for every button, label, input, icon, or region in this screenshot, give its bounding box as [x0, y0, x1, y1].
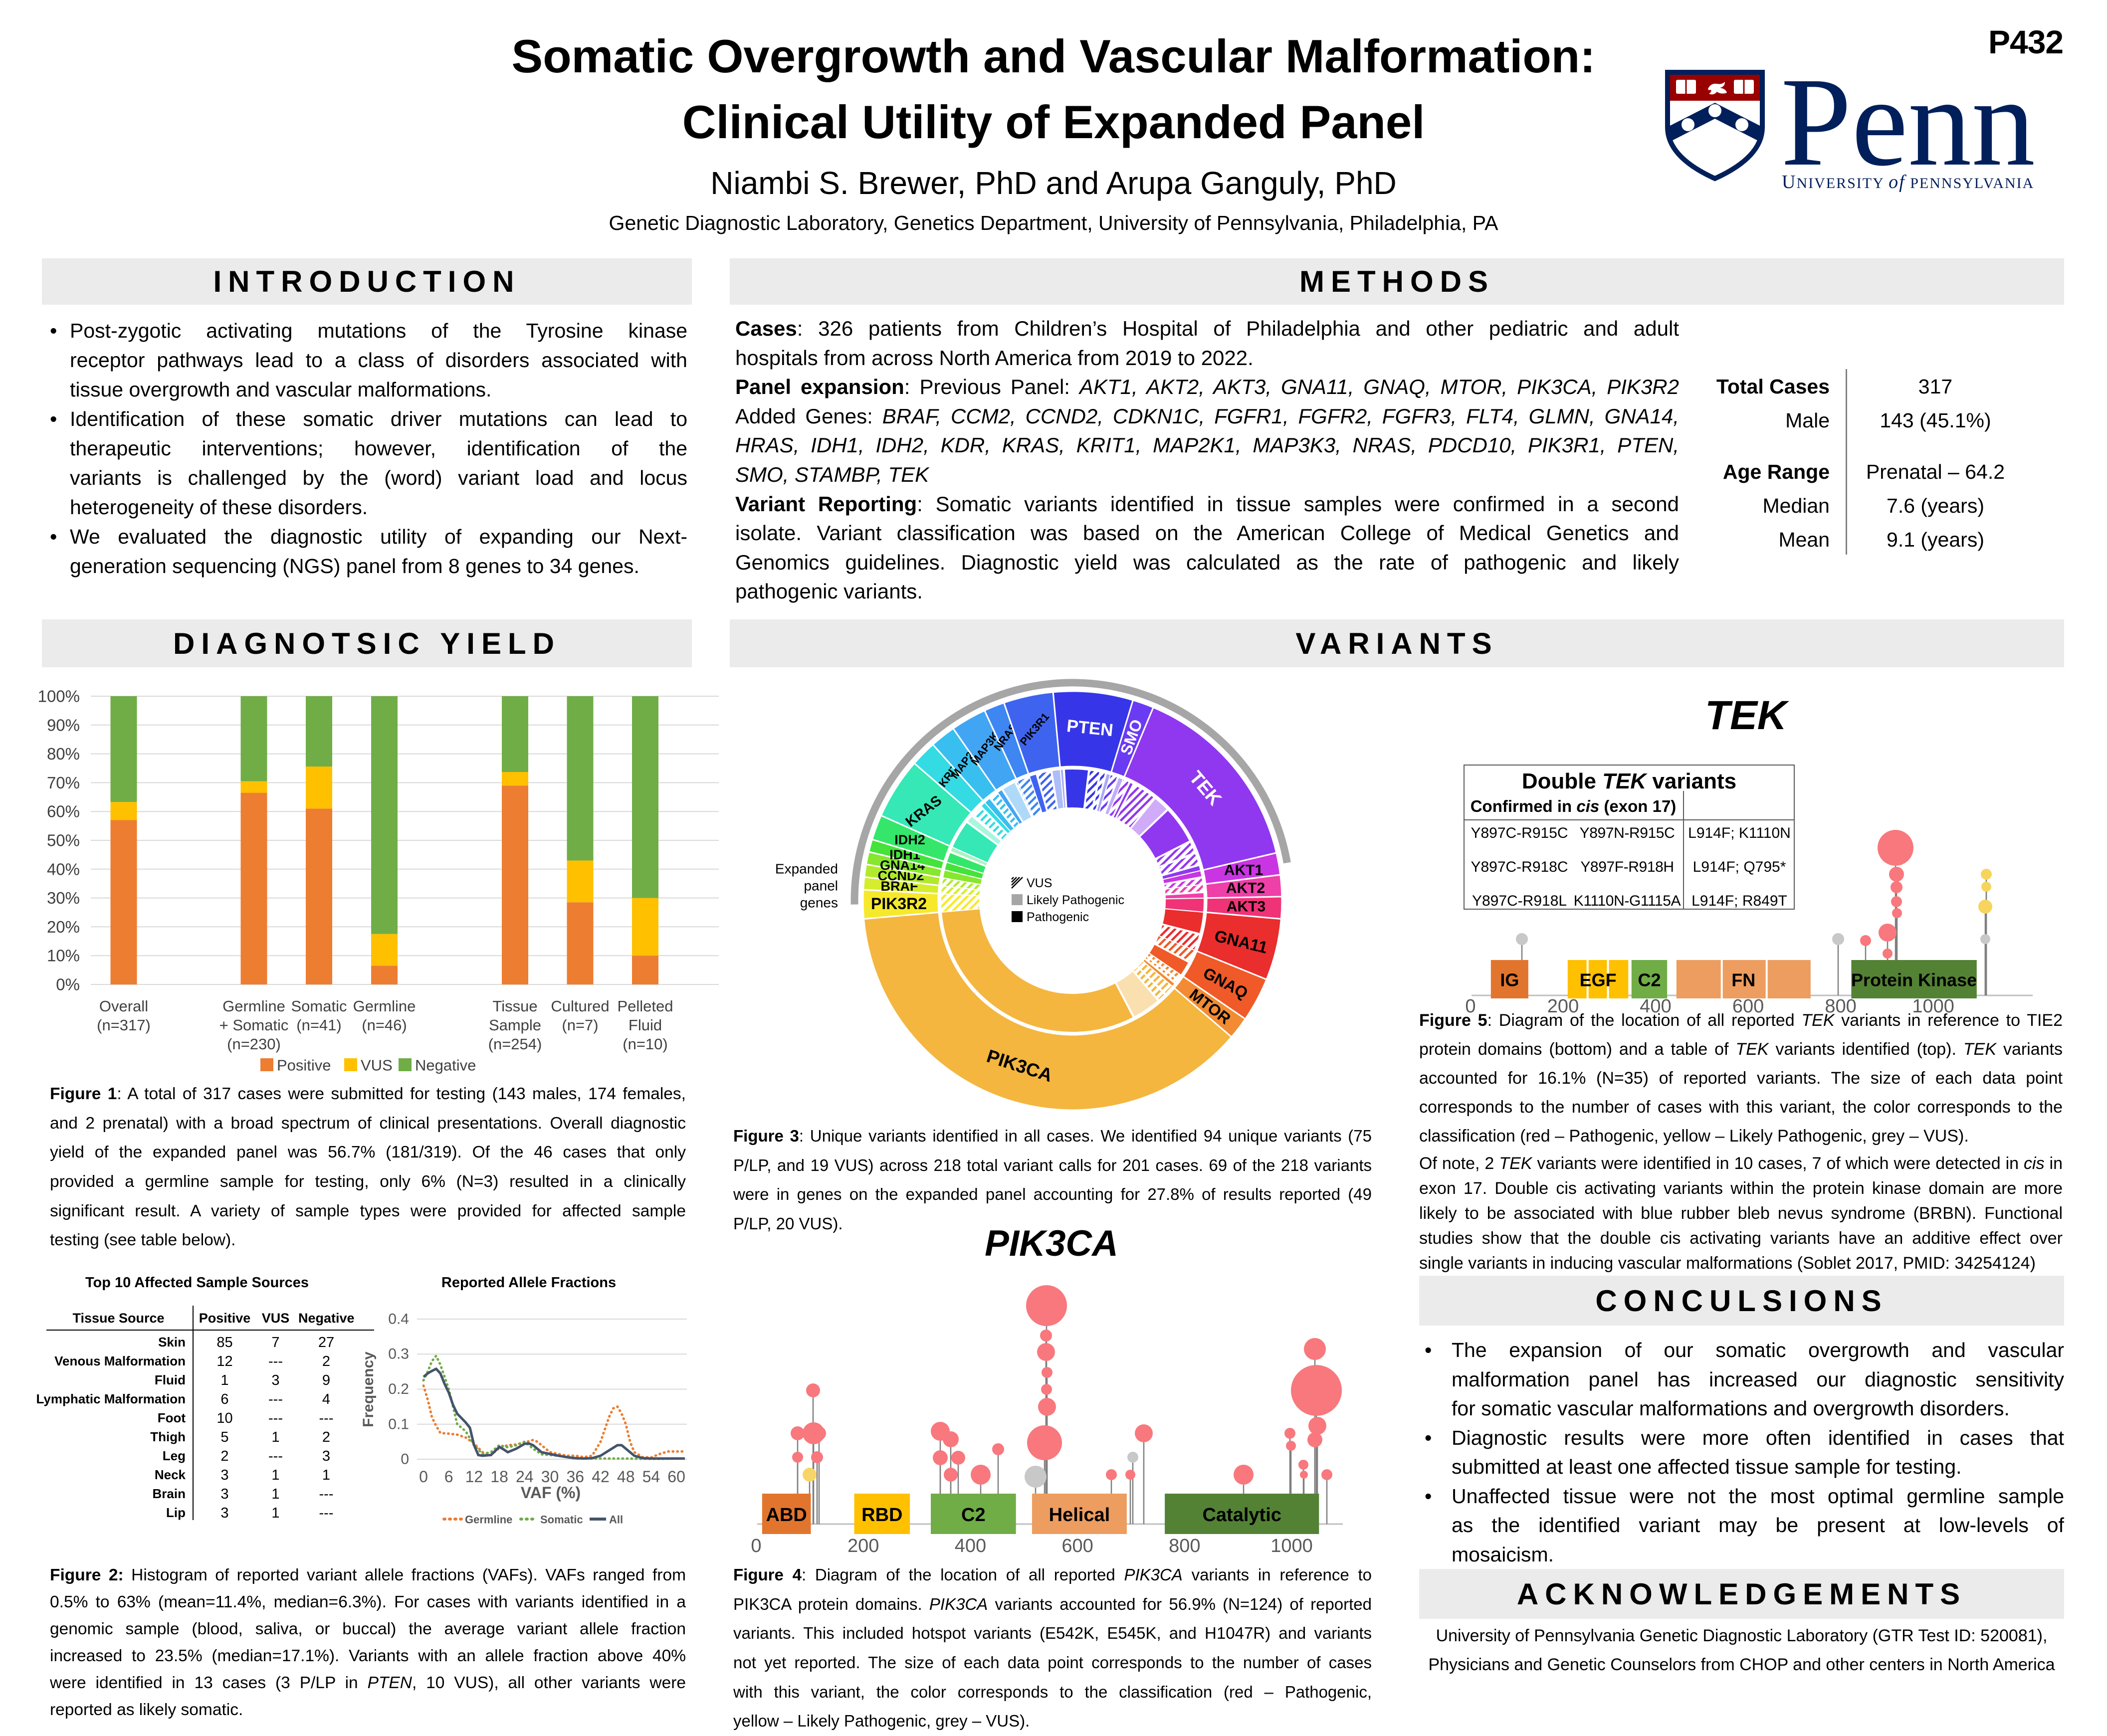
svg-text:EGF: EGF	[1580, 970, 1617, 990]
svg-text:Pelleted: Pelleted	[617, 997, 673, 1015]
svg-text:panel: panel	[804, 878, 838, 894]
svg-text:AKT1: AKT1	[1224, 862, 1263, 879]
svg-text:54: 54	[642, 1468, 660, 1486]
svg-text:Helical: Helical	[1049, 1505, 1110, 1526]
svg-text:Tissue: Tissue	[492, 997, 537, 1015]
svg-text:(n=46): (n=46)	[362, 1016, 407, 1034]
svg-text:Sample: Sample	[489, 1016, 541, 1034]
svg-text:Somatic: Somatic	[540, 1514, 583, 1526]
svg-text:70%: 70%	[47, 773, 80, 792]
svg-text:100%: 100%	[38, 687, 80, 706]
svg-text:Penn: Penn	[1781, 70, 2035, 193]
svg-text:Negative: Negative	[415, 1057, 476, 1074]
svg-text:800: 800	[1169, 1536, 1200, 1556]
svg-text:Germline: Germline	[222, 997, 285, 1015]
svg-text:50%: 50%	[47, 831, 80, 850]
svg-text:IG: IG	[1500, 970, 1519, 990]
svg-text:genes: genes	[800, 895, 838, 911]
svg-text:Fluid: Fluid	[629, 1016, 662, 1034]
svg-text:All: All	[609, 1514, 623, 1526]
svg-text:(n=230): (n=230)	[227, 1035, 281, 1053]
svg-text:30%: 30%	[47, 889, 80, 907]
svg-text:600: 600	[1061, 1536, 1093, 1556]
svg-text:(n=7): (n=7)	[562, 1016, 598, 1034]
svg-text:200: 200	[847, 1536, 879, 1556]
svg-text:0.1: 0.1	[388, 1416, 409, 1432]
svg-text:AKT2: AKT2	[1226, 880, 1265, 897]
svg-text:0.2: 0.2	[388, 1381, 409, 1397]
svg-text:(n=41): (n=41)	[296, 1016, 341, 1034]
svg-text:Pathogenic: Pathogenic	[1027, 910, 1089, 924]
svg-text:1000: 1000	[1270, 1536, 1313, 1556]
svg-text:600: 600	[1732, 996, 1764, 1017]
svg-text:Overall: Overall	[99, 997, 148, 1015]
svg-text:PIK3R2: PIK3R2	[871, 895, 927, 913]
svg-text:C2: C2	[1638, 970, 1661, 990]
svg-text:40%: 40%	[47, 860, 80, 878]
svg-text:Expanded: Expanded	[775, 861, 838, 877]
svg-text:90%: 90%	[47, 716, 80, 734]
svg-text:60%: 60%	[47, 802, 80, 821]
svg-text:200: 200	[1547, 996, 1579, 1017]
svg-text:0: 0	[401, 1451, 409, 1468]
svg-text:FN: FN	[1731, 970, 1755, 990]
svg-text:42: 42	[592, 1468, 610, 1486]
svg-text:Somatic: Somatic	[291, 997, 347, 1015]
svg-text:Positive: Positive	[277, 1057, 331, 1074]
svg-text:AKT3: AKT3	[1227, 899, 1265, 915]
svg-text:0%: 0%	[56, 975, 80, 994]
svg-text:1000: 1000	[1912, 996, 1954, 1017]
svg-text:+ Somatic: + Somatic	[219, 1016, 289, 1034]
svg-text:400: 400	[955, 1536, 986, 1556]
svg-text:6: 6	[444, 1468, 453, 1486]
svg-text:Catalytic: Catalytic	[1202, 1505, 1281, 1526]
svg-text:400: 400	[1640, 996, 1671, 1017]
svg-text:Cultured: Cultured	[551, 997, 609, 1015]
svg-text:60: 60	[667, 1468, 685, 1486]
svg-text:0.4: 0.4	[388, 1311, 409, 1328]
svg-text:0.3: 0.3	[388, 1346, 409, 1362]
svg-text:RBD: RBD	[861, 1505, 902, 1526]
svg-text:24: 24	[516, 1468, 534, 1486]
svg-text:48: 48	[617, 1468, 635, 1486]
svg-text:IDH2: IDH2	[894, 832, 925, 847]
svg-text:Protein Kinase: Protein Kinase	[1851, 970, 1977, 990]
svg-text:(n=10): (n=10)	[623, 1035, 667, 1053]
svg-text:18: 18	[490, 1468, 508, 1486]
svg-text:0: 0	[751, 1536, 761, 1556]
svg-text:0: 0	[1465, 996, 1475, 1017]
svg-text:0: 0	[419, 1468, 428, 1486]
svg-text:VUS: VUS	[1027, 876, 1052, 890]
svg-text:800: 800	[1825, 996, 1856, 1017]
svg-text:(n=254): (n=254)	[488, 1035, 542, 1053]
svg-text:VAF (%): VAF (%)	[521, 1484, 581, 1502]
svg-text:Likely Pathogenic: Likely Pathogenic	[1027, 893, 1124, 907]
svg-text:10%: 10%	[47, 947, 80, 965]
svg-text:ABD: ABD	[766, 1505, 807, 1526]
svg-text:Germline: Germline	[465, 1514, 512, 1526]
svg-text:UNIVERSITY of PENNSYLVANIA: UNIVERSITY of PENNSYLVANIA	[1782, 172, 2034, 193]
svg-text:20%: 20%	[47, 918, 80, 936]
svg-text:80%: 80%	[47, 745, 80, 763]
svg-text:Frequency: Frequency	[360, 1351, 377, 1427]
svg-text:36: 36	[567, 1468, 585, 1486]
svg-text:(n=317): (n=317)	[97, 1016, 151, 1034]
svg-text:VUS: VUS	[361, 1057, 393, 1074]
svg-text:C2: C2	[961, 1505, 986, 1526]
svg-text:12: 12	[465, 1468, 483, 1486]
svg-text:PTEN: PTEN	[1066, 716, 1114, 740]
svg-text:Germline: Germline	[353, 997, 416, 1015]
svg-text:30: 30	[541, 1468, 559, 1486]
